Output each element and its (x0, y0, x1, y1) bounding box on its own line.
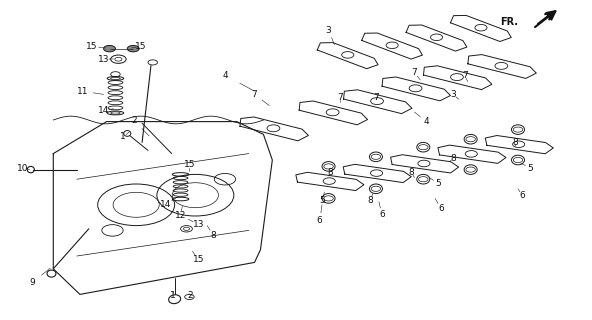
Text: 5: 5 (320, 196, 326, 204)
Circle shape (104, 45, 115, 52)
Text: 7: 7 (252, 90, 258, 99)
Text: 12: 12 (175, 211, 186, 220)
Text: 4: 4 (423, 117, 429, 126)
Text: 14: 14 (98, 106, 110, 115)
Text: 7: 7 (411, 68, 417, 76)
Text: 6: 6 (438, 204, 444, 213)
Text: 10: 10 (17, 164, 28, 172)
Text: 13: 13 (98, 55, 110, 64)
Text: 7: 7 (373, 93, 379, 102)
Text: 3: 3 (450, 90, 456, 99)
Text: 7: 7 (337, 93, 343, 102)
Text: 1: 1 (120, 132, 126, 141)
Text: 7: 7 (462, 71, 468, 80)
Text: 8: 8 (367, 196, 373, 204)
Text: 14: 14 (160, 200, 172, 209)
Text: 11: 11 (77, 87, 89, 96)
Text: 2: 2 (188, 292, 194, 300)
Text: 8: 8 (327, 168, 333, 177)
Text: 1: 1 (170, 292, 176, 300)
Text: 13: 13 (192, 220, 204, 229)
Text: 5: 5 (527, 164, 533, 172)
Text: FR.: FR. (500, 17, 518, 28)
Text: 4: 4 (222, 71, 228, 80)
Text: 8: 8 (408, 168, 414, 177)
Text: 15: 15 (86, 42, 98, 51)
Text: 8: 8 (210, 231, 216, 240)
Circle shape (127, 45, 139, 52)
Text: 15: 15 (184, 160, 195, 169)
Text: 8: 8 (450, 154, 456, 163)
Text: 8: 8 (512, 138, 518, 147)
Text: 2: 2 (131, 116, 137, 125)
Text: 15: 15 (135, 42, 147, 51)
Text: 6: 6 (317, 216, 323, 225)
Text: 15: 15 (192, 255, 204, 264)
Text: 6: 6 (519, 191, 525, 200)
Text: 5: 5 (435, 179, 441, 188)
Text: 6: 6 (379, 210, 385, 219)
Text: 9: 9 (30, 278, 36, 287)
Text: 3: 3 (326, 26, 332, 35)
